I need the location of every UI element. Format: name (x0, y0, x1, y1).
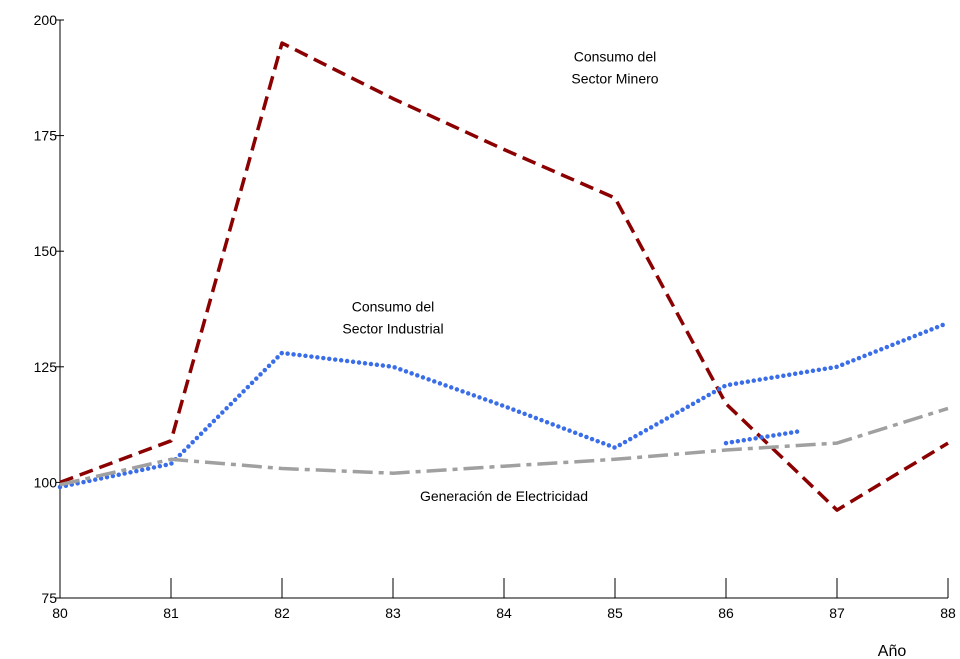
y-tick-label: 125 (34, 359, 58, 375)
x-tick-label: 88 (940, 605, 956, 621)
x-axis-label: Año (878, 643, 907, 659)
x-tick-label: 82 (274, 605, 290, 621)
y-tick-label: 200 (34, 12, 58, 28)
series-group (57, 41, 951, 512)
series-line-1 (59, 41, 949, 512)
y-tick-label: 100 (34, 474, 58, 490)
x-tick-label: 80 (52, 605, 68, 621)
x-tick-label: 86 (718, 605, 734, 621)
series-line-3 (723, 429, 801, 446)
annotations: Consumo del Sector Minero Consumo del Secto… (342, 49, 658, 504)
x-tick-label: 83 (385, 605, 401, 621)
annotation-label: Generación de Electricidad (420, 488, 588, 504)
annotation-label: Sector Industrial (342, 320, 443, 336)
series-line-2 (57, 320, 951, 490)
x-tick-label: 81 (163, 605, 179, 621)
y-tick-label: 150 (34, 243, 58, 259)
axes: 75 100 125 150 175 200 80 81 82 83 84 85 86 87 88 (34, 12, 956, 621)
y-tick-label: 75 (41, 590, 57, 606)
x-tick-label: 84 (496, 605, 512, 621)
y-tick-label: 175 (34, 128, 58, 144)
x-tick-label: 85 (607, 605, 623, 621)
x-tick-label: 87 (829, 605, 845, 621)
annotation-label: Sector Minero (571, 71, 658, 87)
annotation-label: Consumo del (574, 49, 657, 65)
annotation-label: Consumo del (352, 298, 435, 314)
series-line-4 (59, 406, 949, 487)
